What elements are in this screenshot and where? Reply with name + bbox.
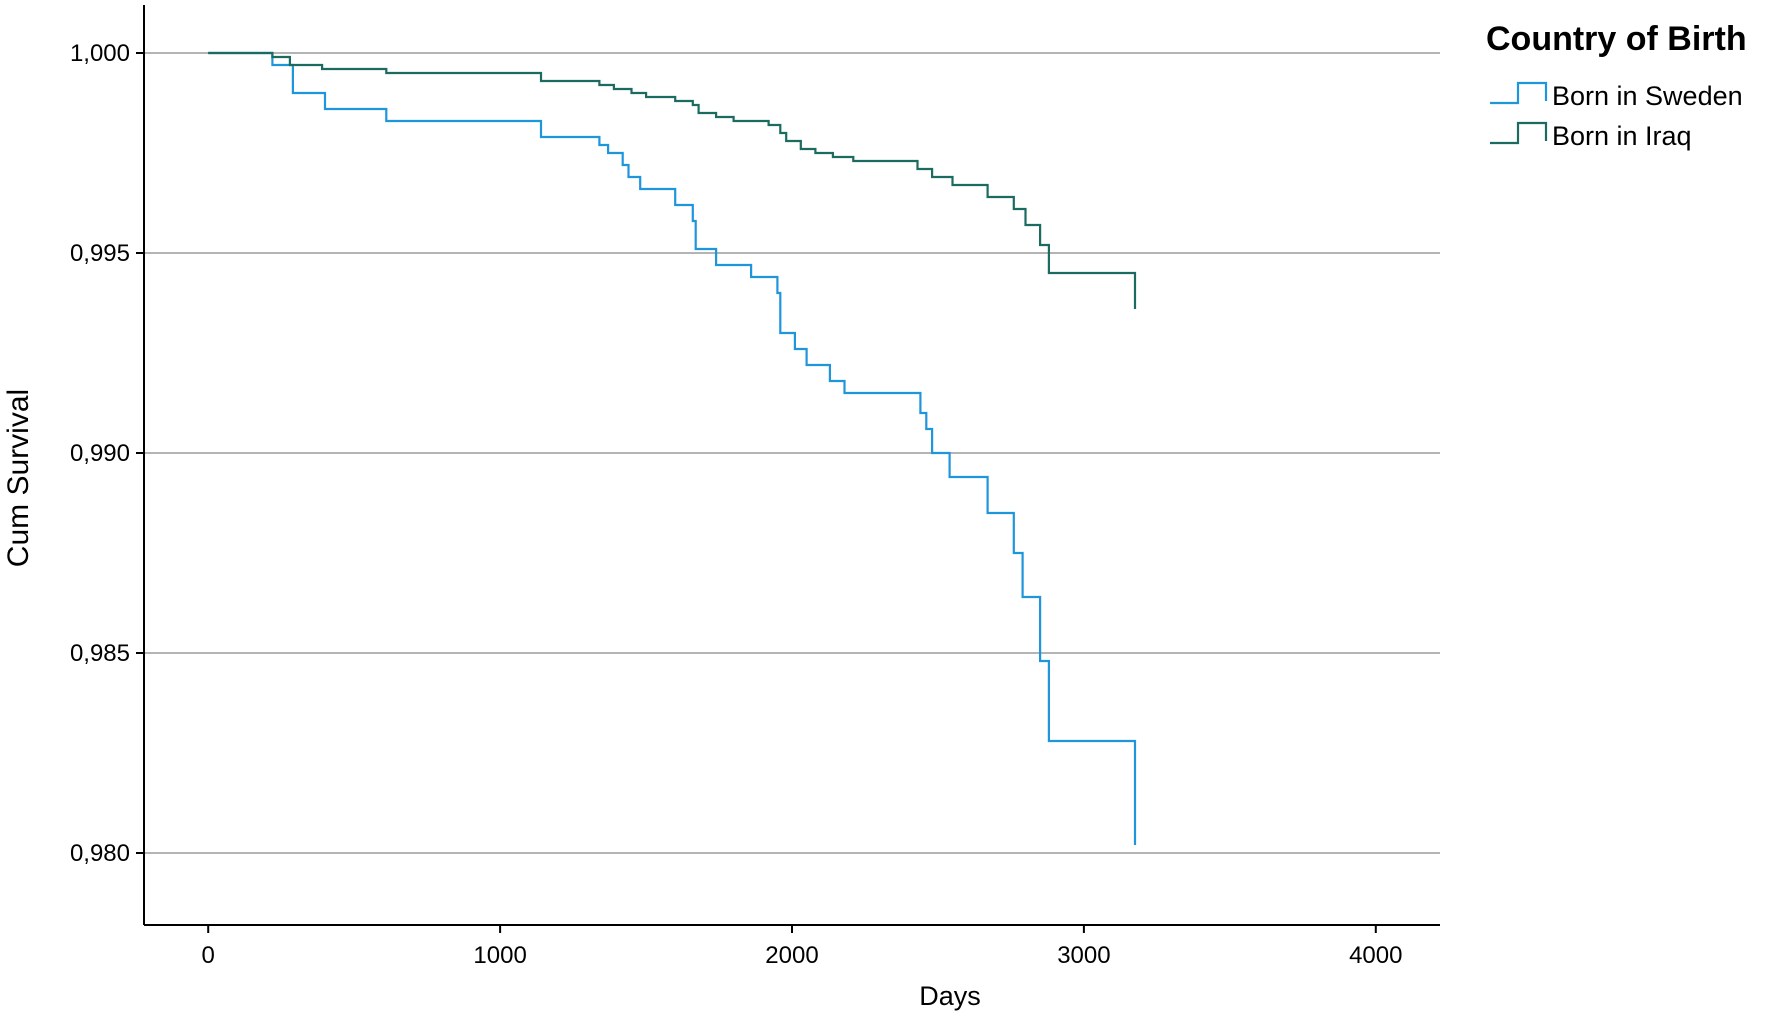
y-tick-label: 0,985 <box>70 640 130 667</box>
legend-swatch <box>1490 121 1548 145</box>
x-tick-label: 1000 <box>473 942 526 969</box>
series-lines <box>208 51 1137 845</box>
legend-label: Born in Sweden <box>1552 81 1743 111</box>
legend-items: Born in Sweden Born in Iraq <box>1490 81 1743 151</box>
y-axis-label: Cum Survival <box>2 389 35 567</box>
x-tick-label: 4000 <box>1349 942 1402 969</box>
y-tick-label: 0,995 <box>70 240 130 267</box>
x-tick-label: 0 <box>202 942 215 969</box>
y-tick-label: 1,000 <box>70 40 130 67</box>
y-tick-label: 0,990 <box>70 440 130 467</box>
series-line-iraq <box>208 51 1137 309</box>
y-tick-label: 0,980 <box>70 840 130 867</box>
legend-swatch <box>1490 81 1548 105</box>
x-axis-label: Days <box>919 981 981 1011</box>
legend-item: Born in Iraq <box>1490 121 1692 151</box>
gridlines <box>144 52 1440 854</box>
axes <box>143 5 1440 926</box>
legend: Country of Birth Born in Sweden Born in I… <box>1486 20 1747 151</box>
x-tick-label: 2000 <box>765 942 818 969</box>
y-axis-ticks: 1,000 0,995 0,990 0,985 0,980 <box>70 40 144 867</box>
series-line-sweden <box>208 51 1137 845</box>
legend-title: Country of Birth <box>1486 20 1747 58</box>
x-tick-label: 3000 <box>1057 942 1110 969</box>
legend-item: Born in Sweden <box>1490 81 1743 111</box>
legend-label: Born in Iraq <box>1552 121 1692 151</box>
x-axis-ticks: 0 1000 2000 3000 4000 <box>202 925 1402 969</box>
